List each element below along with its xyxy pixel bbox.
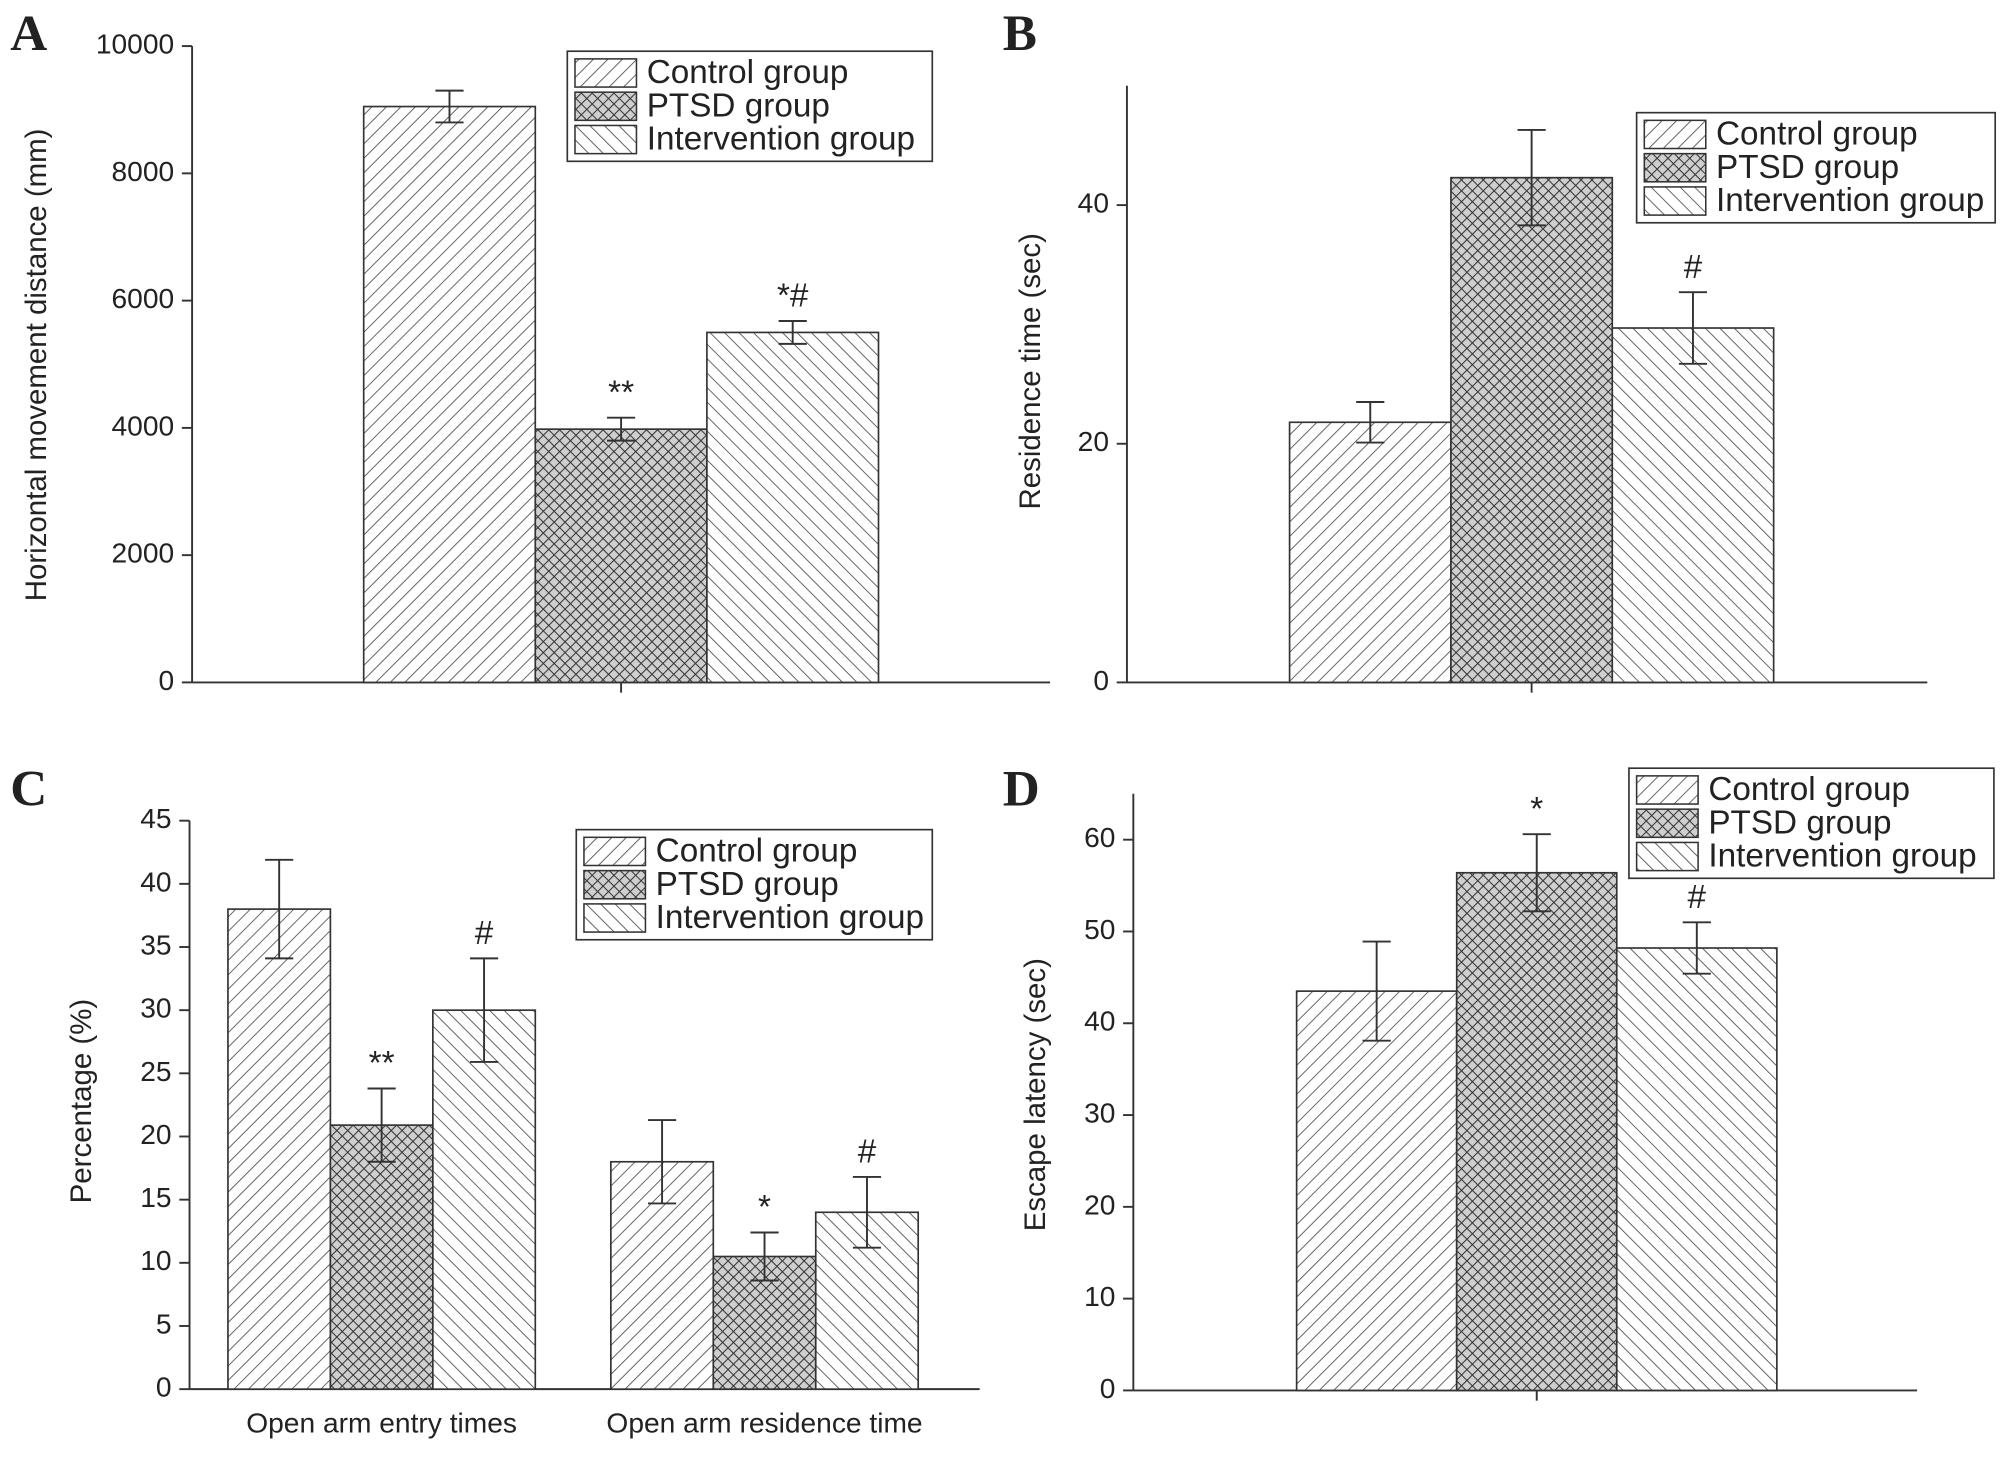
error-bar xyxy=(647,1119,677,1205)
significance-label: * xyxy=(758,1189,771,1226)
y-tick-label: 8000 xyxy=(112,155,175,187)
significance-label: # xyxy=(858,1134,877,1171)
y-axis-label: Percentage (%) xyxy=(65,999,98,1204)
bar xyxy=(362,105,537,684)
panel-letter: A xyxy=(10,5,47,62)
bar xyxy=(329,1124,434,1390)
y-tick-label: 35 xyxy=(140,928,171,960)
legend-label: Intervention group xyxy=(647,121,915,158)
significance-label: # xyxy=(1684,249,1703,286)
y-tick-label: 20 xyxy=(140,1118,171,1150)
bar xyxy=(1288,421,1452,684)
error-bar xyxy=(1362,940,1391,1042)
y-tick-label: 60 xyxy=(1084,821,1115,853)
significance-label: # xyxy=(475,915,494,952)
y-tick-label: 40 xyxy=(1078,187,1109,219)
error-bar xyxy=(1356,401,1385,444)
y-tick-label: 0 xyxy=(1100,1372,1116,1404)
y-axis-label: Escape latency (sec) xyxy=(1019,958,1052,1231)
significance-label: ** xyxy=(608,374,634,411)
legend-label: PTSD group xyxy=(1716,149,1899,186)
legend-swatch xyxy=(574,124,638,155)
error-bar xyxy=(1517,128,1546,227)
y-tick-label: 10 xyxy=(140,1244,171,1276)
legend-swatch xyxy=(583,869,647,900)
legend-label: PTSD group xyxy=(656,866,839,903)
bar xyxy=(227,908,332,1390)
legend-label: Control group xyxy=(656,832,858,869)
y-tick-label: 50 xyxy=(1084,913,1115,945)
y-tick-label: 45 xyxy=(140,802,171,834)
bar xyxy=(1450,176,1614,684)
significance-label: # xyxy=(1688,879,1707,916)
panel-letter: C xyxy=(10,761,47,818)
y-tick-label: 5 xyxy=(156,1307,172,1339)
y-tick-label: 40 xyxy=(1084,1005,1115,1037)
bar xyxy=(1295,990,1458,1392)
y-tick-label: 40 xyxy=(140,865,171,897)
y-axis-label: Residence time (sec) xyxy=(1014,233,1047,509)
y-tick-label: 30 xyxy=(140,992,171,1024)
y-tick-label: 0 xyxy=(1093,664,1109,696)
error-bar xyxy=(367,1087,396,1163)
legend-label: PTSD group xyxy=(1708,804,1891,841)
legend-label: PTSD group xyxy=(647,87,830,124)
y-tick-label: 25 xyxy=(140,1055,171,1087)
legend-swatch xyxy=(583,903,647,933)
error-bar xyxy=(750,1231,779,1282)
y-tick-label: 15 xyxy=(140,1181,171,1213)
legend-label: Intervention group xyxy=(1716,182,1984,219)
legend-swatch xyxy=(1643,186,1707,216)
y-tick-label: 30 xyxy=(1084,1096,1115,1128)
bar xyxy=(1615,947,1778,1392)
legend-label: Intervention group xyxy=(1708,838,1976,875)
y-tick-label: 0 xyxy=(156,1371,172,1403)
x-tick-label: Open arm entry times xyxy=(246,1406,517,1438)
panel-letter: B xyxy=(1003,5,1037,62)
bar xyxy=(432,1009,537,1390)
y-tick-label: 10 xyxy=(1084,1280,1115,1312)
legend-swatch xyxy=(1643,119,1707,150)
x-tick-label: Open arm residence time xyxy=(606,1406,922,1438)
legend-swatch xyxy=(1643,152,1707,183)
error-bar xyxy=(852,1175,882,1249)
bar xyxy=(1455,871,1618,1392)
significance-label: ** xyxy=(369,1045,395,1082)
error-bar xyxy=(1522,833,1551,913)
legend-swatch xyxy=(1635,808,1699,839)
error-bar xyxy=(607,416,636,442)
y-tick-label: 6000 xyxy=(112,282,175,314)
legend-label: Control group xyxy=(1708,771,1910,808)
y-axis-label: Horizontal movement distance (mm) xyxy=(20,129,53,602)
legend-label: Control group xyxy=(1716,116,1918,153)
significance-label: * xyxy=(1530,791,1543,828)
legend-label: Intervention group xyxy=(656,899,924,936)
legend-swatch xyxy=(574,58,638,88)
error-bar xyxy=(265,858,294,960)
bar xyxy=(1611,327,1775,684)
error-bar xyxy=(435,89,464,124)
error-bar xyxy=(1678,291,1708,365)
legend-swatch xyxy=(574,91,638,122)
y-tick-label: 20 xyxy=(1078,425,1109,457)
error-bar xyxy=(1682,921,1711,975)
legend-label: Control group xyxy=(647,54,849,91)
y-tick-label: 2000 xyxy=(112,537,175,569)
legend-swatch xyxy=(1635,841,1699,872)
significance-label: *# xyxy=(777,278,809,315)
legend-swatch xyxy=(1635,775,1699,805)
legend-swatch xyxy=(583,836,647,867)
y-tick-label: 4000 xyxy=(112,409,175,441)
bar xyxy=(534,428,708,684)
error-bar xyxy=(469,957,499,1063)
y-tick-label: 0 xyxy=(158,664,174,696)
bar xyxy=(706,331,880,684)
y-tick-label: 10000 xyxy=(96,28,174,60)
panel-letter: D xyxy=(1003,761,1040,818)
error-bar xyxy=(778,320,807,345)
y-tick-label: 20 xyxy=(1084,1188,1115,1220)
